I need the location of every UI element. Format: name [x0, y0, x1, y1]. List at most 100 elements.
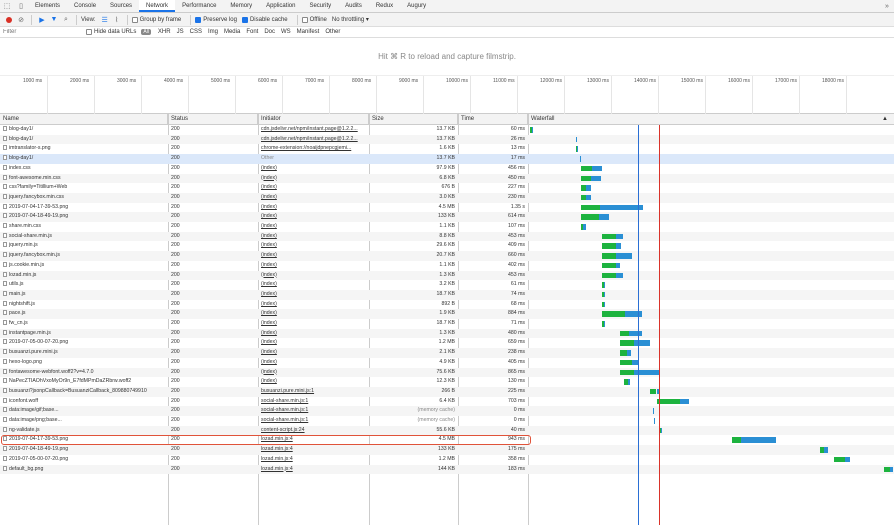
tab-redux[interactable]: Redux — [375, 3, 394, 9]
request-initiator[interactable]: (index) — [261, 290, 277, 297]
request-initiator[interactable]: (index) — [261, 368, 277, 375]
waterfall-download-bar[interactable] — [627, 350, 632, 356]
hide-data-urls-checkbox[interactable]: Hide data URLs — [86, 29, 136, 35]
waterfall-waiting-bar[interactable] — [601, 311, 625, 317]
waterfall-waiting-bar[interactable] — [580, 175, 592, 181]
request-name[interactable]: font-awesome.min.css — [0, 174, 168, 184]
request-name[interactable]: share.min.css — [0, 222, 168, 232]
table-row[interactable]: js.cookie.min.js 200 (index) 1.1 KB 402 ms — [0, 261, 894, 271]
waterfall-waiting-bar[interactable] — [601, 301, 604, 308]
request-initiator[interactable]: (index) — [261, 193, 277, 200]
request-name[interactable]: busuanzi?jsonpCallback=BusuanziCallback_… — [0, 387, 168, 397]
request-name[interactable]: default_bg.png — [0, 465, 168, 475]
request-initiator[interactable]: (index) — [261, 329, 277, 336]
table-row[interactable]: 2019-07-04-17-39-53.png 200 (index) 4.5 MB 1… — [0, 203, 894, 213]
waterfall-download-bar[interactable] — [599, 214, 609, 220]
waterfall-waiting-bar[interactable] — [601, 262, 616, 269]
request-name[interactable]: 2019-07-04-17-39-53.png — [0, 203, 168, 213]
waterfall-waiting-bar[interactable] — [623, 379, 629, 385]
preserve-log-checkbox[interactable]: Preserve log — [195, 16, 237, 23]
request-initiator[interactable]: (index) — [261, 184, 277, 191]
column-header-status[interactable]: Status — [168, 114, 258, 125]
request-name[interactable]: jquery.fancybox.min.js — [0, 251, 168, 261]
filter-input[interactable] — [0, 27, 80, 37]
waterfall-download-bar[interactable] — [653, 408, 655, 414]
waterfall-download-bar[interactable] — [586, 194, 592, 201]
waterfall-download-bar[interactable] — [586, 185, 592, 191]
inspect-element-icon[interactable]: ⬚ — [3, 3, 11, 10]
table-row[interactable]: fontawesome-webfont.woff2?v=4.7.0 200 (ind… — [0, 367, 894, 378]
request-initiator[interactable]: cdn.jsdelivr.net/npm/instant.page@1.2.2.… — [261, 135, 358, 142]
timeline-overview[interactable]: 1000 ms 2000 ms 3000 ms 4000 ms 5000 ms 6000 … — [0, 76, 894, 114]
table-row[interactable]: instantpage.min.js 200 (index) 1.3 KB 480 ms — [0, 328, 894, 339]
waterfall-download-bar[interactable] — [591, 175, 602, 181]
column-header-size[interactable]: Size — [369, 114, 458, 125]
waterfall-download-bar[interactable] — [656, 388, 660, 395]
waterfall-waiting-bar[interactable] — [580, 185, 587, 191]
type-filter-other[interactable]: Other — [325, 29, 341, 35]
tab-memory[interactable]: Memory — [230, 3, 253, 9]
waterfall-download-bar[interactable] — [660, 427, 662, 434]
waterfall-download-bar[interactable] — [624, 311, 643, 317]
throttling-dropdown[interactable]: No throttling ▾ — [331, 17, 369, 23]
clear-icon[interactable]: ⊘ — [18, 16, 24, 24]
waterfall-waiting-bar[interactable] — [575, 136, 577, 143]
table-row[interactable]: pace.js 200 (index) 1.9 KB 884 ms — [0, 309, 894, 319]
table-row[interactable]: 2019-07-04-17-39-53.png 200 lozad.min.js:4… — [0, 435, 894, 445]
group-by-frame-checkbox[interactable]: Group by frame — [131, 16, 181, 23]
waterfall-waiting-bar[interactable] — [620, 340, 634, 346]
waterfall-waiting-bar[interactable] — [601, 233, 616, 240]
request-name[interactable]: imtranslator-s.png — [0, 144, 168, 154]
waterfall-waiting-bar[interactable] — [530, 127, 533, 133]
request-name[interactable]: ng-validate.js — [0, 426, 168, 436]
waterfall-waiting-bar[interactable] — [601, 282, 604, 288]
request-initiator[interactable]: (index) — [261, 213, 277, 220]
waterfall-waiting-bar[interactable] — [580, 214, 599, 220]
table-row[interactable]: ng-validate.js 200 content-script.js:24 55.… — [0, 425, 894, 436]
tab-console[interactable]: Console — [74, 3, 97, 9]
table-row[interactable]: blog-day1/200 Other 13.7 KB 17 ms — [0, 154, 894, 164]
type-filter-ws[interactable]: WS — [281, 29, 291, 35]
waterfall-waiting-bar[interactable] — [620, 359, 632, 366]
waterfall-waiting-bar[interactable] — [656, 398, 680, 405]
request-initiator[interactable]: (index) — [261, 310, 277, 317]
request-name[interactable]: utils.js — [0, 280, 168, 290]
waterfall-waiting-bar[interactable] — [620, 350, 628, 356]
request-initiator[interactable]: (index) — [261, 174, 277, 181]
type-filter-all[interactable]: All — [141, 29, 151, 35]
request-initiator[interactable]: (index) — [261, 349, 277, 356]
request-name[interactable]: iconfont.woff — [0, 397, 168, 407]
table-row[interactable]: jquery.fancybox.min.css 200 (index) 3.0 KB 2… — [0, 192, 894, 203]
type-filter-css[interactable]: CSS — [189, 29, 202, 35]
table-row[interactable]: lozad.min.js 200 (index) 1.3 KB 453 ms — [0, 270, 894, 281]
table-row[interactable]: 2019-07-04-18-49-19.png 200 lozad.min.js:4… — [0, 445, 894, 455]
request-initiator[interactable]: lozad.min.js:4 — [261, 455, 293, 462]
request-initiator[interactable]: (index) — [261, 252, 277, 259]
waterfall-download-bar[interactable] — [615, 233, 623, 240]
waterfall-waiting-bar[interactable] — [833, 456, 846, 463]
table-row[interactable]: data:image/png;base... 200 social-share.mi… — [0, 416, 894, 426]
request-name[interactable]: fontawesome-webfont.woff2?v=4.7.0 — [0, 368, 168, 378]
column-divider[interactable] — [168, 114, 169, 525]
request-name[interactable]: blog-day1/ — [0, 125, 168, 135]
request-name[interactable]: index.css — [0, 164, 168, 174]
waterfall-download-bar[interactable] — [889, 466, 893, 472]
tab-application[interactable]: Application — [266, 3, 296, 9]
waterfall-waiting-bar[interactable] — [580, 194, 587, 201]
more-tabs-icon[interactable]: » — [885, 2, 889, 10]
waterfall-download-bar[interactable] — [679, 398, 689, 405]
waterfall-download-bar[interactable] — [633, 340, 651, 346]
request-initiator[interactable]: (index) — [261, 271, 277, 278]
column-header-initiator[interactable]: Initiator — [258, 114, 369, 125]
request-name[interactable]: css?family=Titillium+Web — [0, 183, 168, 193]
overview-icon[interactable]: ⌇ — [114, 16, 119, 24]
tab-sources[interactable]: Sources — [110, 3, 133, 9]
request-initiator[interactable]: lozad.min.js:4 — [261, 465, 293, 472]
waterfall-download-bar[interactable] — [633, 369, 660, 375]
request-name[interactable]: pace.js — [0, 309, 168, 319]
waterfall-download-bar[interactable] — [615, 243, 621, 249]
device-toolbar-icon[interactable]: ▯ — [19, 3, 23, 10]
waterfall-waiting-bar[interactable] — [620, 330, 630, 337]
table-row[interactable]: data:image/gif;base... 200 social-share.mi… — [0, 406, 894, 416]
table-row[interactable]: default_bg.png 200 lozad.min.js:4 144 KB 183… — [0, 464, 894, 475]
